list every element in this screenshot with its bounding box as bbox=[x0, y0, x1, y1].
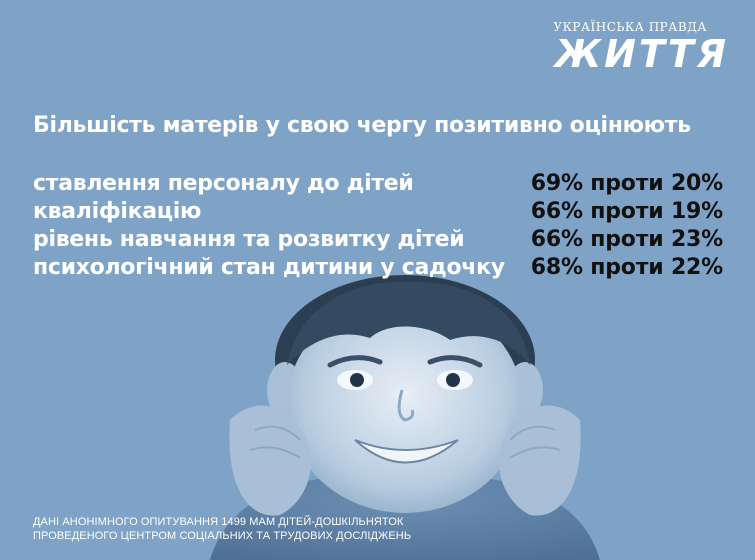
brand-main-text: ЖИТТЯ bbox=[554, 32, 729, 76]
stat-row: кваліфікацію 66% проти 19% bbox=[33, 198, 723, 226]
stat-value: 69% проти 20% bbox=[530, 171, 723, 196]
stat-value: 66% проти 19% bbox=[530, 199, 723, 224]
footnote-line-1: Дані анонімного опитування 1499 мам діте… bbox=[33, 516, 404, 528]
stat-label: психологічний стан дитини у садочку bbox=[33, 255, 505, 280]
stat-value: 68% проти 22% bbox=[530, 255, 723, 280]
stat-value: 66% проти 23% bbox=[530, 227, 723, 252]
brand-logo: УКРАЇНСЬКА ПРАВДА ЖИТТЯ bbox=[553, 20, 729, 74]
footnote-line-2: проведеного Центром соціальних та трудов… bbox=[33, 530, 412, 542]
brand-top-text: УКРАЇНСЬКА ПРАВДА bbox=[553, 20, 707, 34]
stat-row: ставлення персоналу до дітей 69% проти 2… bbox=[33, 170, 723, 198]
stat-label: кваліфікацію bbox=[33, 199, 202, 224]
headline: Більшість матерів у свою чергу позитивно… bbox=[33, 113, 691, 138]
source-footnote: Дані анонімного опитування 1499 мам діте… bbox=[33, 515, 411, 543]
stats-list: ставлення персоналу до дітей 69% проти 2… bbox=[33, 170, 723, 282]
stat-label: рівень навчання та розвитку дітей bbox=[33, 227, 465, 252]
stat-row: психологічний стан дитини у садочку 68% … bbox=[33, 254, 723, 282]
stat-row: рівень навчання та розвитку дітей 66% пр… bbox=[33, 226, 723, 254]
smiling-boy-photo bbox=[210, 275, 600, 560]
stat-label: ставлення персоналу до дітей bbox=[33, 171, 414, 196]
